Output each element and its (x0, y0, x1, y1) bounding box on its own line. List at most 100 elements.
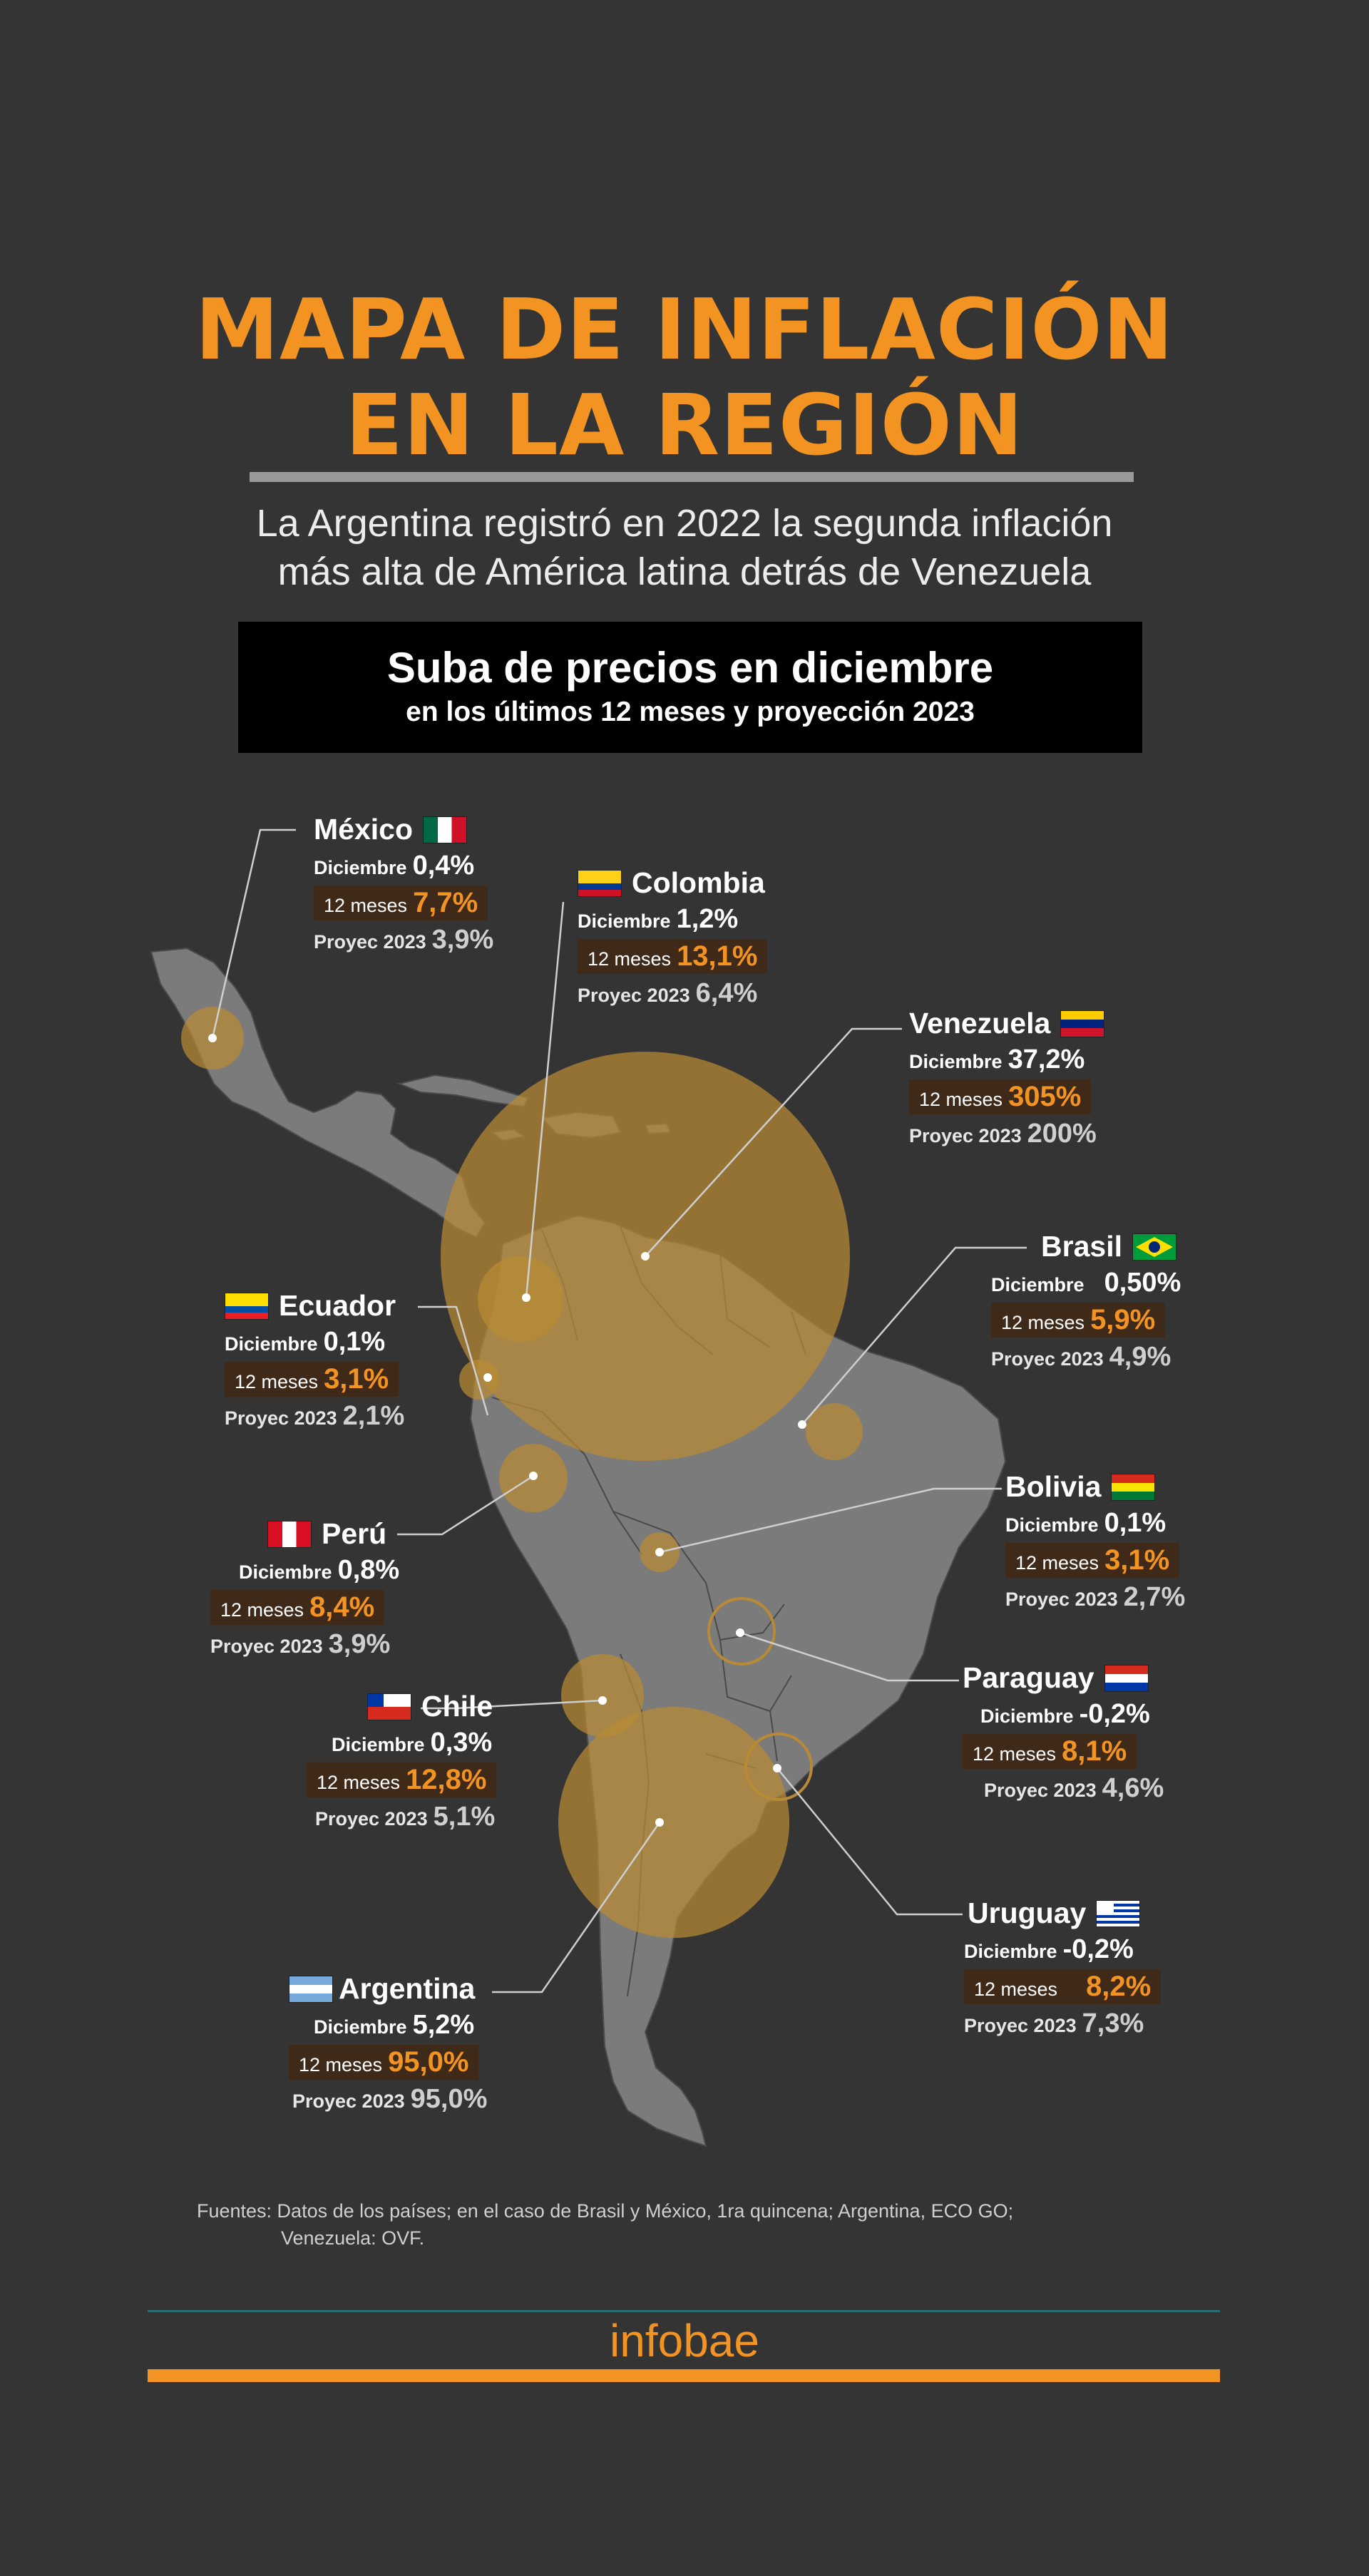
doce-meses-value: 7,7% (413, 887, 478, 918)
subtitle-line-2: más alta de América latina detrás de Ven… (277, 550, 1092, 593)
leader-colombia (525, 901, 565, 1298)
page-title: MAPA DE INFLACIÓN EN LA REGIÓN (0, 282, 1369, 473)
dot-colombia (522, 1293, 530, 1302)
proyec-value: 5,1% (433, 1802, 496, 1832)
doce-meses-label: 12 meses (588, 948, 672, 970)
country-name: Venezuela (909, 1007, 1051, 1040)
leader-argentina (492, 1822, 661, 1993)
doce-meses-value: 8,1% (1062, 1735, 1127, 1767)
doce-meses-value: 8,2% (1086, 1971, 1152, 2002)
doce-meses-label: 12 meses (220, 1599, 304, 1621)
leader-uruguay (776, 1767, 963, 1916)
proyec-value: 3,9% (431, 925, 494, 955)
colombia-flag-icon (578, 869, 622, 897)
infobae-logo: infobae (610, 2315, 759, 2366)
country-name: Brasil (1041, 1230, 1122, 1263)
dot-bolivia (655, 1548, 664, 1556)
bubble-uruguay (744, 1733, 813, 1801)
country-name: Chile (421, 1690, 493, 1723)
diciembre-label: Diciembre (314, 857, 407, 878)
card-venezuela: Venezuela Diciembre 37,2% 12 meses 305% Pr… (909, 1007, 1105, 1149)
dot-brasil (798, 1420, 806, 1429)
sources-note: Fuentes: Datos de los países; en el caso… (197, 2197, 1195, 2252)
diciembre-label: Diciembre (332, 1734, 425, 1755)
diciembre-label: Diciembre (1005, 1514, 1099, 1536)
diciembre-label: Diciembre (314, 2016, 407, 2038)
leader-bolivia (659, 1487, 1002, 1554)
diciembre-value: 5,2% (412, 2010, 475, 2040)
doce-meses-label: 12 meses (317, 1772, 401, 1793)
ecuador-flag-icon (225, 1292, 269, 1320)
country-name: Perú (322, 1517, 387, 1550)
proyec-label: Proyec 2023 (210, 1636, 323, 1657)
doce-meses-value: 8,4% (309, 1591, 375, 1623)
chart-heading: Suba de precios en diciembre (386, 644, 994, 692)
uruguay-flag-icon (1096, 1899, 1141, 1927)
brasil-flag-art (1136, 1236, 1173, 1257)
dot-mexico (208, 1034, 217, 1042)
proyec-value: 200% (1027, 1119, 1097, 1149)
brasil-flag-icon (1132, 1233, 1176, 1261)
diciembre-label: Diciembre (991, 1274, 1085, 1295)
bubble-chile (561, 1654, 644, 1737)
country-name: Paraguay (963, 1661, 1094, 1694)
proyec-label: Proyec 2023 (984, 1780, 1097, 1801)
bubble-ecuador (459, 1360, 499, 1400)
doce-meses-value: 305% (1008, 1081, 1082, 1112)
proyec-label: Proyec 2023 (315, 1808, 428, 1830)
title-line-2: EN LA REGIÓN (345, 376, 1024, 474)
card-mexico: México Diciembre 0,4% 12 meses 7,7% Proyec… (314, 813, 493, 955)
bubble-brasil (806, 1403, 863, 1460)
card-paraguay: Paraguay Diciembre -0,2% 12 meses 8,1% Pro… (963, 1661, 1164, 1804)
title-line-1: MAPA DE INFLACIÓN (195, 280, 1174, 379)
card-colombia: Colombia Diciembre 1,2% 12 meses 13,1% Pro… (578, 866, 768, 1009)
country-name: Uruguay (968, 1897, 1087, 1929)
proyec-value: 2,1% (342, 1401, 405, 1431)
leader-ecuador (418, 1305, 489, 1416)
diciembre-label: Diciembre (964, 1941, 1057, 1962)
proyec-label: Proyec 2023 (314, 931, 426, 953)
proyec-value: 95,0% (410, 2084, 488, 2114)
chart-heading-box: Suba de precios en diciembre en los últi… (238, 622, 1142, 753)
proyec-value: 2,7% (1123, 1582, 1186, 1612)
bolivia-flag-icon (1111, 1473, 1156, 1501)
dot-ecuador (483, 1373, 492, 1382)
country-name: Bolivia (1005, 1470, 1102, 1503)
footer-divider (148, 2310, 1220, 2312)
diciembre-value: 1,2% (676, 904, 739, 934)
diciembre-label: Diciembre (909, 1051, 1003, 1072)
proyec-label: Proyec 2023 (225, 1407, 337, 1429)
card-ecuador: Ecuador Diciembre 0,1% 12 meses 3,1% Proye… (225, 1289, 404, 1432)
diciembre-value: 0,3% (430, 1728, 493, 1757)
argentina-flag-icon (289, 1975, 333, 2003)
peru-flag-icon (267, 1520, 312, 1548)
card-chile: Chile Diciembre 0,3% 12 meses 12,8% Proyec… (307, 1690, 497, 1832)
leader-paraguay (739, 1631, 959, 1682)
country-name: Ecuador (279, 1289, 396, 1322)
sources-line-1: Fuentes: Datos de los países; en el caso… (197, 2200, 1014, 2222)
leader-venezuela (645, 1027, 902, 1257)
leader-chile (421, 1699, 603, 1710)
dot-chile (598, 1696, 607, 1705)
diciembre-label: Diciembre (239, 1561, 332, 1583)
bubble-paraguay (707, 1597, 776, 1666)
proyec-label: Proyec 2023 (964, 2015, 1077, 2036)
card-argentina: Argentina Diciembre 5,2% 12 meses 95,0% Pr… (289, 1972, 487, 2115)
dot-peru (529, 1472, 538, 1480)
diciembre-value: 0,50% (1104, 1268, 1181, 1298)
doce-meses-label: 12 meses (919, 1089, 1003, 1110)
proyec-label: Proyec 2023 (292, 2090, 405, 2112)
doce-meses-value: 3,1% (324, 1363, 389, 1395)
bubble-argentina (558, 1707, 789, 1938)
card-bolivia: Bolivia Diciembre 0,1% 12 meses 3,1% Proye… (1005, 1470, 1185, 1613)
dot-uruguay (773, 1764, 781, 1772)
doce-meses-value: 3,1% (1104, 1544, 1170, 1576)
proyec-label: Proyec 2023 (1005, 1589, 1118, 1610)
doce-meses-label: 12 meses (974, 1979, 1058, 2000)
proyec-value: 7,3% (1082, 2008, 1144, 2038)
diciembre-value: 37,2% (1007, 1045, 1085, 1074)
doce-meses-label: 12 meses (299, 2054, 383, 2075)
chart-subheading: en los últimos 12 meses y proyección 202… (406, 697, 975, 727)
proyec-value: 6,4% (695, 978, 758, 1008)
